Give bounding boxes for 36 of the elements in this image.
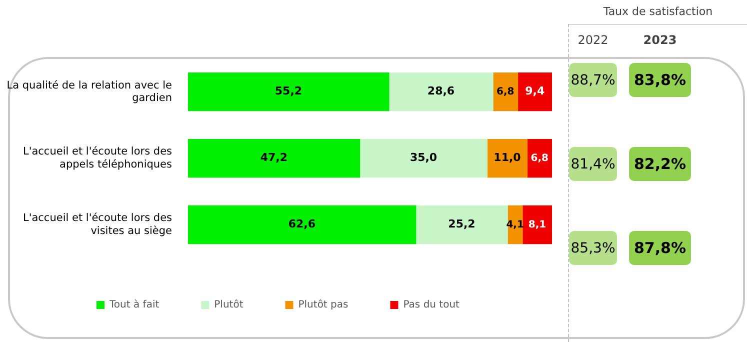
bar [388, 72, 494, 112]
legend-label: Plutôt [214, 300, 244, 311]
y-tick-label: L'accueil et l'écoute lors des visites au siège [22, 212, 172, 237]
text: 82,2% [634, 154, 686, 173]
category-label: 2023 [643, 33, 677, 48]
data-label: 25,2 [448, 218, 476, 231]
data-label: 11,0 [494, 151, 522, 164]
legend-label: Tout à fait [108, 300, 160, 311]
data-label: 55,2 [274, 84, 302, 98]
text: 81,4% [570, 156, 616, 173]
data-label: 9,4 [525, 84, 545, 98]
bar [188, 205, 416, 244]
data-label: 47,2 [260, 151, 288, 164]
data-label: 28,6 [427, 84, 455, 98]
bar [188, 72, 390, 112]
data-label: 8,1 [528, 219, 546, 230]
legend-label: Plutôt pas [298, 300, 348, 311]
bar [188, 138, 360, 178]
bar [517, 72, 552, 112]
text: 83,8% [634, 70, 686, 89]
data-label: 6,8 [530, 152, 549, 164]
bar [486, 138, 528, 178]
text: 85,3% [570, 240, 616, 257]
category-label: 2022 [578, 33, 608, 48]
bar [359, 138, 488, 178]
data-label: 62,6 [288, 218, 316, 231]
bar [416, 205, 508, 244]
text: Taux de satisfaction [602, 4, 713, 18]
data-label: 35,0 [410, 151, 438, 164]
legend-label: Pas du tout [403, 300, 460, 311]
y-tick-label: L'accueil et l'écoute lors des appels téléphoniques [22, 146, 172, 170]
y-tick-label: La qualité de la relation avec le gardien [6, 79, 172, 104]
text: 88,7% [570, 72, 616, 89]
data-label: 6,8 [496, 86, 514, 98]
bar [522, 205, 552, 244]
text: 87,8% [634, 238, 686, 257]
